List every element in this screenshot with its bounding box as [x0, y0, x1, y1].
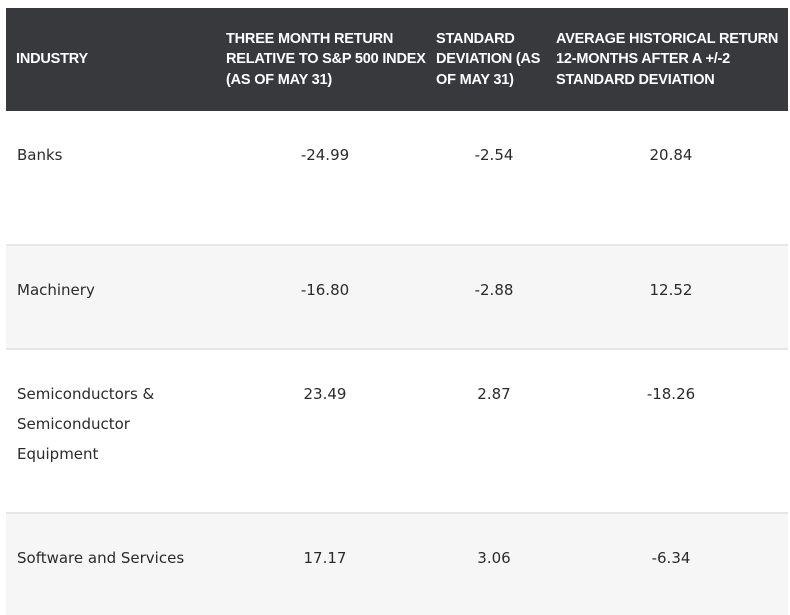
cell-three-month-return: 17.17: [216, 513, 434, 615]
header-standard-deviation: STANDARD DEVIATION (AS OF MAY 31): [434, 8, 554, 111]
cell-standard-deviation: -2.88: [434, 245, 554, 350]
table-row: Banks -24.99 -2.54 20.84: [6, 111, 788, 246]
table-row: Machinery -16.80 -2.88 12.52: [6, 245, 788, 350]
cell-average-historical-return: -6.34: [554, 513, 788, 615]
cell-standard-deviation: -2.54: [434, 111, 554, 246]
industry-returns-table-container: INDUSTRY THREE MONTH RETURN RELATIVE TO …: [6, 8, 788, 615]
table-row: Semiconductors & Semiconductor Equipment…: [6, 349, 788, 514]
industry-returns-table: INDUSTRY THREE MONTH RETURN RELATIVE TO …: [6, 8, 788, 615]
cell-average-historical-return: 20.84: [554, 111, 788, 246]
cell-average-historical-return: -18.26: [554, 349, 788, 514]
table-body: Banks -24.99 -2.54 20.84 Machinery -16.8…: [6, 111, 788, 615]
header-row: INDUSTRY THREE MONTH RETURN RELATIVE TO …: [6, 8, 788, 111]
cell-three-month-return: 23.49: [216, 349, 434, 514]
cell-three-month-return: -24.99: [216, 111, 434, 246]
cell-average-historical-return: 12.52: [554, 245, 788, 350]
cell-three-month-return: -16.80: [216, 245, 434, 350]
table-row: Software and Services 17.17 3.06 -6.34: [6, 513, 788, 615]
cell-standard-deviation: 3.06: [434, 513, 554, 615]
header-industry: INDUSTRY: [6, 8, 216, 111]
cell-industry: Machinery: [6, 245, 216, 350]
header-three-month-return: THREE MONTH RETURN RELATIVE TO S&P 500 I…: [216, 8, 434, 111]
cell-standard-deviation: 2.87: [434, 349, 554, 514]
cell-industry: Banks: [6, 111, 216, 246]
cell-industry: Software and Services: [6, 513, 216, 615]
header-average-historical-return: AVERAGE HISTORICAL RETURN 12-MONTHS AFTE…: [554, 8, 788, 111]
cell-industry: Semiconductors & Semiconductor Equipment: [6, 349, 216, 514]
table-header: INDUSTRY THREE MONTH RETURN RELATIVE TO …: [6, 8, 788, 111]
